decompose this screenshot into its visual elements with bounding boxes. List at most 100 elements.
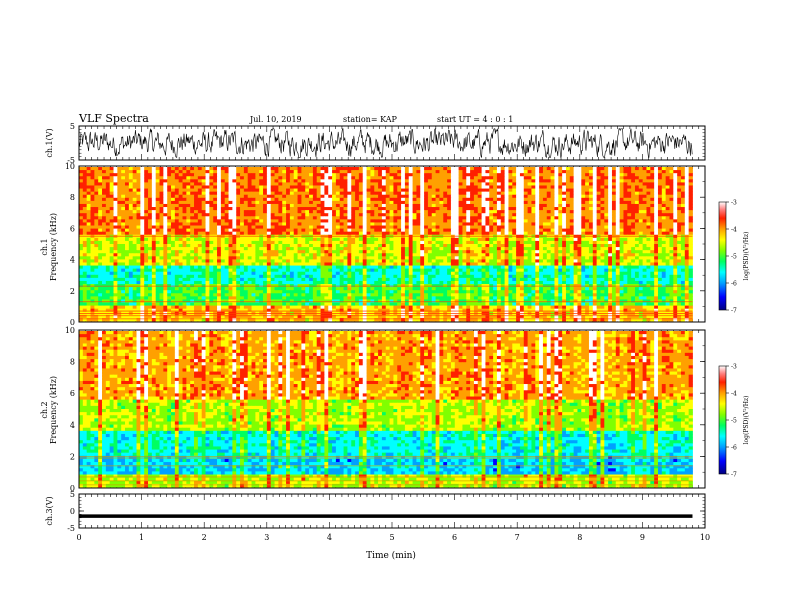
spectrogram-cell (328, 189, 332, 192)
spectrogram-cell (420, 210, 424, 213)
spectrogram-cell (685, 182, 689, 185)
spectrogram-cell (608, 192, 612, 195)
spectrogram-cell (669, 182, 673, 185)
spectrogram-cell (531, 176, 535, 179)
spectrogram-cell (512, 192, 516, 195)
spectrogram-cell (313, 189, 317, 192)
spectrogram-cell (309, 204, 313, 207)
spectrogram-cell (650, 204, 654, 207)
spectrogram-cell (608, 222, 612, 225)
spectrogram-cell (474, 182, 478, 185)
spectrogram-cell (501, 179, 505, 182)
spectrogram-cell (359, 219, 363, 222)
spectrogram-cell (370, 216, 374, 219)
spectrogram-cell (133, 195, 137, 198)
spectrogram-cell (275, 173, 279, 176)
spectrogram-cell (600, 222, 604, 225)
spectrogram-cell (152, 182, 156, 185)
spectrogram-cell (351, 216, 355, 219)
spectrogram-cell (328, 192, 332, 195)
spectrogram-cell (382, 222, 386, 225)
spectrogram-cell (600, 167, 604, 170)
spectrogram-cell (102, 192, 106, 195)
spectrogram-cell (121, 210, 125, 213)
spectrogram-cell (608, 185, 612, 188)
spectrogram-cell (206, 207, 210, 210)
spectrogram-cell (669, 204, 673, 207)
spectrogram-cell (340, 195, 344, 198)
spectrogram-cell (681, 192, 685, 195)
spectrogram-cell (198, 198, 202, 201)
spectrogram-cell (478, 192, 482, 195)
spectrogram-cell (137, 226, 141, 229)
spectrogram-cell (447, 179, 451, 182)
spectrogram-cell (301, 213, 305, 216)
spectrogram-cell (639, 201, 643, 204)
spectrogram-cell (405, 173, 409, 176)
spectrogram-cell (589, 182, 593, 185)
spectrogram-cell (183, 185, 187, 188)
spectrogram-cell (190, 176, 194, 179)
spectrogram-cell (359, 201, 363, 204)
spectrogram-cell (612, 167, 616, 170)
spectrogram-cell (482, 192, 486, 195)
spectrogram-cell (608, 204, 612, 207)
spectrogram-cell (301, 182, 305, 185)
spectrogram-cell (232, 185, 236, 188)
spectrogram-cell (635, 198, 639, 201)
spectrogram-cell (79, 207, 83, 210)
spectrogram-cell (332, 210, 336, 213)
spectrogram-cell (94, 229, 98, 232)
spectrogram-cell (520, 192, 524, 195)
spectrogram-cell (666, 189, 670, 192)
spectrogram-cell (129, 195, 133, 198)
spectrogram-cell (378, 207, 382, 210)
spectrogram-cell (505, 192, 509, 195)
spectrogram-cell (436, 204, 440, 207)
spectrogram-cell (110, 189, 114, 192)
spectrogram-cell (432, 213, 436, 216)
spectrogram-cell (543, 185, 547, 188)
spectrogram-cell (236, 213, 240, 216)
spectrogram-cell (646, 185, 650, 188)
spectrogram-cell (497, 204, 501, 207)
spectrogram-cell (301, 170, 305, 173)
spectrogram-cell (213, 219, 217, 222)
spectrogram-cell (516, 179, 520, 182)
spectrogram-cell (658, 201, 662, 204)
spectrogram-cell (347, 210, 351, 213)
spectrogram-cell (171, 182, 175, 185)
spectrogram-cell (669, 167, 673, 170)
spectrogram-cell (554, 226, 558, 229)
spectrogram-cell (616, 219, 620, 222)
spectrogram-cell (221, 182, 225, 185)
spectrogram-cell (367, 207, 371, 210)
spectrogram-cell (612, 213, 616, 216)
spectrogram-cell (259, 176, 263, 179)
spectrogram-cell (508, 192, 512, 195)
spectrogram-cell (466, 219, 470, 222)
spectrogram-cell (677, 219, 681, 222)
spectrogram-cell (608, 219, 612, 222)
spectrogram-cell (347, 216, 351, 219)
spectrogram-cell (278, 207, 282, 210)
spectrogram-cell (198, 207, 202, 210)
spectrogram-cell (627, 185, 631, 188)
spectrogram-cell (152, 198, 156, 201)
spectrogram-cell (416, 185, 420, 188)
spectrogram-cell (91, 198, 95, 201)
spectrogram-cell (455, 207, 459, 210)
spectrogram-cell (313, 192, 317, 195)
spectrogram-cell (608, 167, 612, 170)
spectrogram-cell (102, 182, 106, 185)
spectrogram-cell (202, 173, 206, 176)
spectrogram-cell (183, 182, 187, 185)
spectrogram-cell (248, 226, 252, 229)
spectrogram-cell (650, 201, 654, 204)
spectrogram-cell (505, 185, 509, 188)
spectrogram-cell (198, 195, 202, 198)
spectrogram-cell (413, 207, 417, 210)
spectrogram-cell (574, 185, 578, 188)
spectrogram-cell (597, 226, 601, 229)
spectrogram-cell (194, 192, 198, 195)
